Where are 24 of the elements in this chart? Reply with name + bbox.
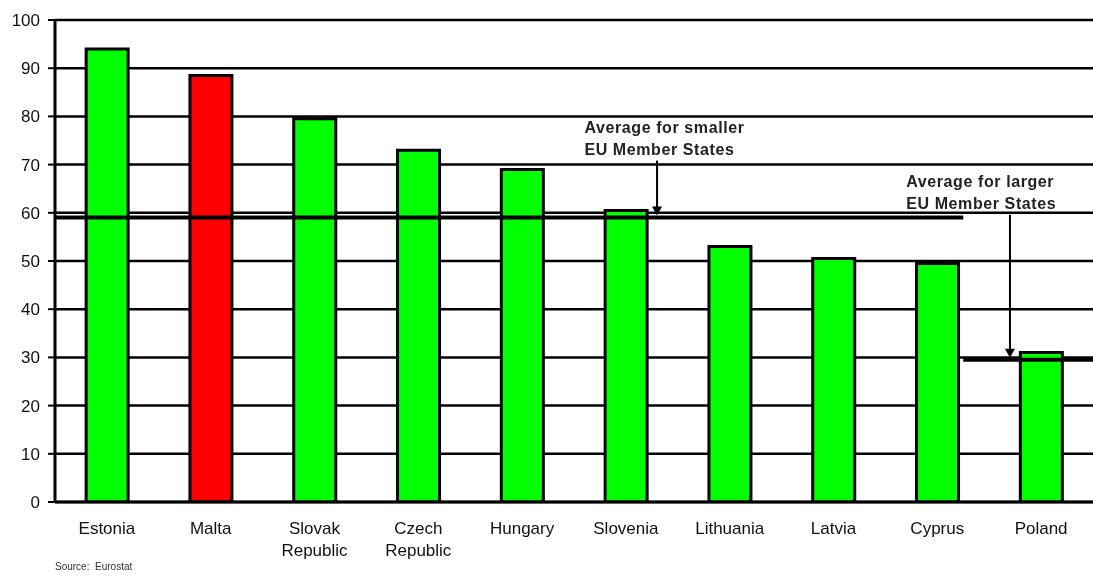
x-tick-label: Cyprus [910, 519, 965, 539]
y-tick-label: 50 [21, 252, 40, 272]
y-tick-label: 20 [21, 396, 40, 416]
x-tick-label: Estonia [78, 519, 136, 539]
x-tick-label: Hungary [489, 519, 555, 539]
y-tick-label: 60 [21, 203, 40, 223]
x-tick-label: Czech Republic [385, 519, 452, 561]
y-tick-label: 40 [21, 300, 40, 320]
y-tick-label: 30 [21, 348, 40, 368]
y-tick-label: 0 [30, 493, 40, 513]
y-tick-label: 10 [21, 444, 40, 464]
x-tick-label: Slovenia [593, 519, 660, 539]
y-tick-label: 70 [21, 155, 40, 175]
ref-line-label: Average for smaller EU Member States [584, 118, 745, 158]
ref-line-label: Average for larger EU Member States [906, 172, 1057, 212]
y-tick-label: 100 [11, 11, 40, 31]
x-tick-label: Slovak Republic [281, 519, 349, 561]
source-note: Source: Eurostat [55, 561, 133, 572]
x-tick-label: Poland [1014, 519, 1068, 539]
x-tick-label: Latvia [810, 519, 857, 539]
y-tick-label: 80 [21, 107, 40, 127]
x-tick-label: Lithuania [695, 519, 765, 539]
x-tick-label: Malta [189, 519, 233, 539]
y-tick-label: 90 [21, 59, 40, 79]
